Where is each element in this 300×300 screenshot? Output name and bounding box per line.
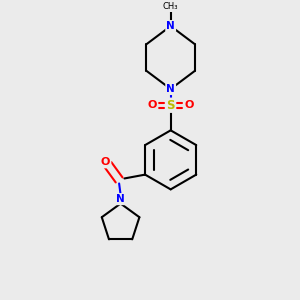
Text: N: N (166, 21, 175, 31)
Text: CH₃: CH₃ (163, 2, 178, 11)
Text: S: S (167, 99, 175, 112)
Text: N: N (166, 84, 175, 94)
Text: O: O (148, 100, 157, 110)
Text: N: N (116, 194, 125, 204)
Text: O: O (101, 157, 110, 167)
Text: O: O (184, 100, 194, 110)
